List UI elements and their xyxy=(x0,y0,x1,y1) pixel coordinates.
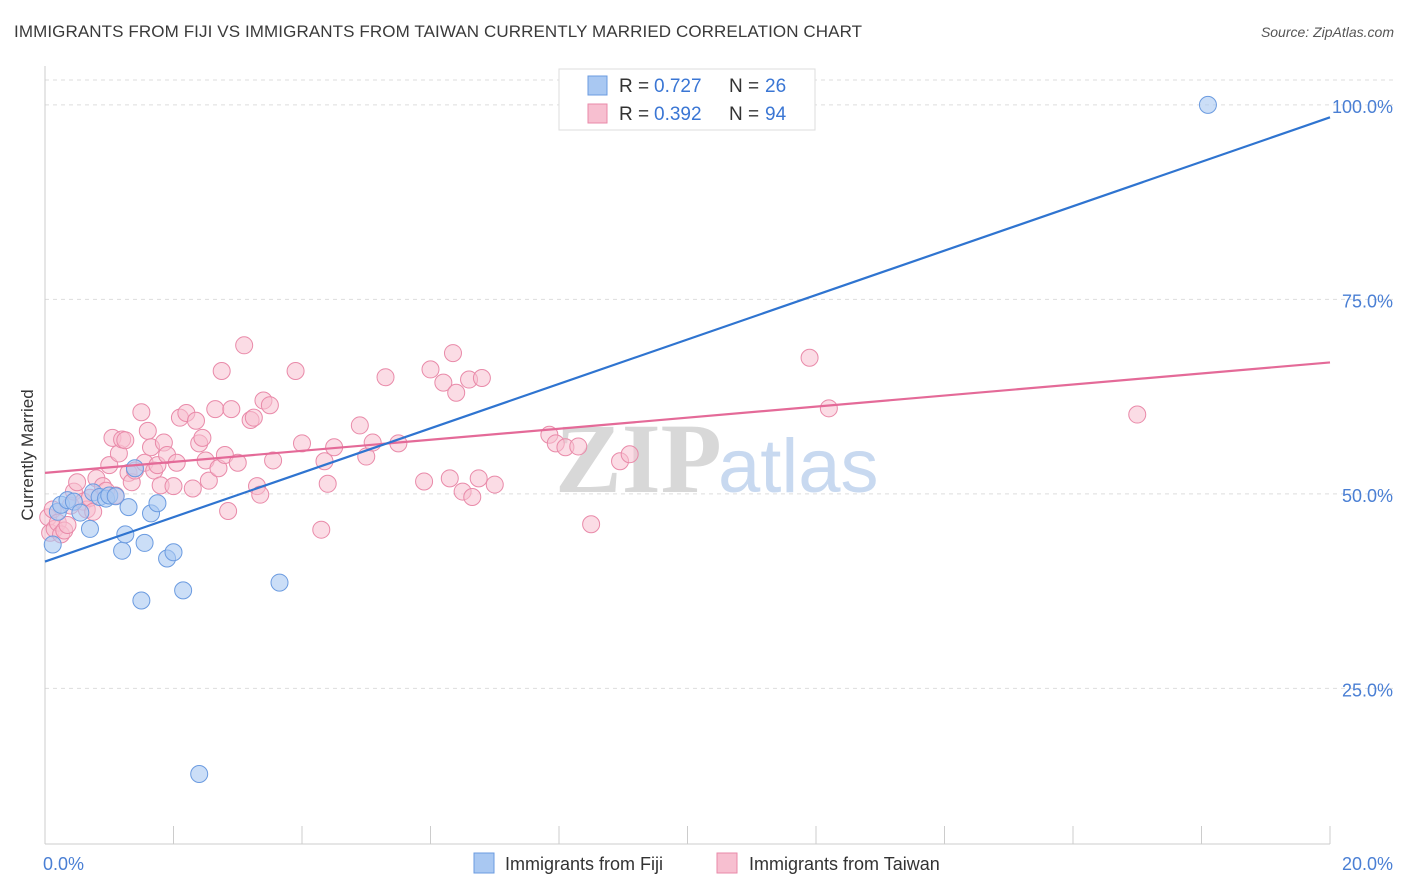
taiwan-point xyxy=(434,373,453,392)
fiji-trendline xyxy=(44,116,1331,563)
fiji-point xyxy=(270,573,289,592)
taiwan-point xyxy=(443,344,462,363)
fiji-point xyxy=(190,764,209,783)
fiji-point xyxy=(119,498,138,517)
y-tick-label: 100.0% xyxy=(1332,97,1393,117)
taiwan-point xyxy=(463,488,482,507)
fiji-n-value: 26 xyxy=(765,76,786,97)
fiji-r-value: 0.727 xyxy=(654,76,702,97)
fiji-point xyxy=(148,494,167,513)
axes-layer xyxy=(44,66,1331,845)
fiji-point xyxy=(174,581,193,600)
taiwan-point xyxy=(100,456,119,475)
fiji-point xyxy=(43,535,62,554)
taiwan-point xyxy=(206,400,225,419)
fiji-point xyxy=(106,487,125,506)
taiwan-point xyxy=(819,399,838,418)
taiwan-point xyxy=(132,403,151,422)
taiwan-n-value: 94 xyxy=(765,104,787,125)
chart-title: IMMIGRANTS FROM FIJI VS IMMIGRANTS FROM … xyxy=(14,22,863,41)
taiwan-point xyxy=(183,479,202,498)
taiwan-point xyxy=(193,428,212,447)
taiwan-point xyxy=(138,421,157,440)
legend-taiwan-label: Immigrants from Taiwan xyxy=(749,854,940,874)
taiwan-series xyxy=(39,336,1147,544)
taiwan-point xyxy=(415,472,434,491)
taiwan-point xyxy=(485,475,504,494)
taiwan-point xyxy=(800,348,819,367)
taiwan-point xyxy=(376,368,395,387)
fiji-point xyxy=(1198,95,1217,114)
taiwan-point xyxy=(219,502,238,521)
legend-fiji-label: Immigrants from Fiji xyxy=(505,854,663,874)
taiwan-point xyxy=(440,469,459,488)
chart-source: Source: ZipAtlas.com xyxy=(1260,24,1394,40)
trendline-layer xyxy=(44,116,1331,563)
fiji-point xyxy=(80,519,99,538)
grid-layer xyxy=(45,79,1395,689)
taiwan-point xyxy=(228,453,247,472)
taiwan-r-label: R = xyxy=(619,104,649,125)
fiji-point xyxy=(71,503,90,522)
fiji-point xyxy=(113,541,132,560)
taiwan-point xyxy=(212,361,231,380)
taiwan-point xyxy=(286,361,305,380)
y-tick-label: 50.0% xyxy=(1342,486,1393,506)
taiwan-trendline xyxy=(44,361,1331,474)
taiwan-n-label: N = xyxy=(729,104,759,125)
taiwan-point xyxy=(186,411,205,430)
taiwan-point xyxy=(620,445,639,464)
taiwan-point xyxy=(116,431,135,450)
watermark-zip: ZIP xyxy=(555,403,722,514)
taiwan-point xyxy=(469,469,488,488)
fiji-point xyxy=(132,591,151,610)
taiwan-point xyxy=(164,477,183,496)
fiji-n-label: N = xyxy=(729,76,759,97)
taiwan-r-value: 0.392 xyxy=(654,104,702,125)
taiwan-point xyxy=(199,471,218,490)
x-tick-label: 0.0% xyxy=(43,854,84,874)
taiwan-point xyxy=(264,451,283,470)
fiji-r-label: R = xyxy=(619,76,649,97)
taiwan-point xyxy=(1128,405,1147,424)
fiji-point xyxy=(135,533,154,552)
taiwan-point xyxy=(472,368,491,387)
taiwan-point xyxy=(350,416,369,435)
taiwan-point xyxy=(312,520,331,539)
taiwan-point xyxy=(421,360,440,379)
tick-labels: 25.0% 50.0% 75.0% 100.0% 0.0% 20.0% xyxy=(43,97,1393,874)
fiji-legend-swatch xyxy=(587,75,608,96)
taiwan-point xyxy=(235,336,254,355)
taiwan-point xyxy=(569,437,588,456)
taiwan-point xyxy=(58,516,77,535)
taiwan-point xyxy=(244,408,263,427)
taiwan-point xyxy=(222,400,241,419)
taiwan-point xyxy=(68,473,87,492)
fiji-series xyxy=(43,95,1217,783)
taiwan-point xyxy=(318,474,337,493)
taiwan-point xyxy=(582,515,601,534)
y-axis-label: Currently Married xyxy=(18,389,37,520)
legend-fiji-swatch xyxy=(473,852,495,874)
watermark-atlas: atlas xyxy=(718,424,879,509)
taiwan-point xyxy=(260,396,279,415)
taiwan-legend-swatch xyxy=(587,103,608,124)
fiji-point xyxy=(125,459,144,478)
legend-taiwan-swatch xyxy=(716,852,738,874)
series-legend: Immigrants from Fiji Immigrants from Tai… xyxy=(473,852,940,874)
y-tick-label: 75.0% xyxy=(1342,291,1393,311)
fiji-point xyxy=(164,543,183,562)
stats-legend: R = 0.727 N = 26 R = 0.392 N = 94 xyxy=(558,68,816,131)
y-tick-label: 25.0% xyxy=(1342,680,1393,700)
taiwan-point xyxy=(447,383,466,402)
x-tick-label: 20.0% xyxy=(1342,854,1393,874)
